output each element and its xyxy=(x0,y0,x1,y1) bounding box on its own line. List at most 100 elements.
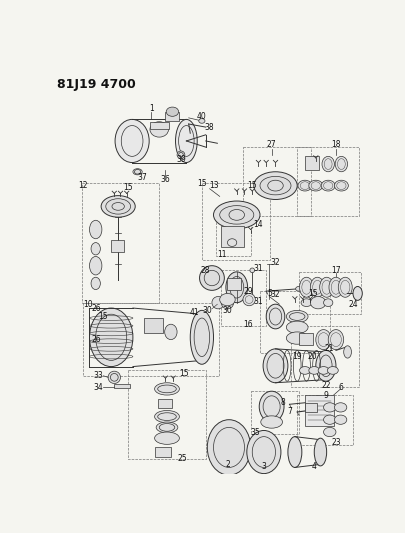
Ellipse shape xyxy=(323,299,332,306)
Ellipse shape xyxy=(327,329,343,350)
Text: 12: 12 xyxy=(79,181,88,190)
Ellipse shape xyxy=(89,220,102,239)
Text: 8: 8 xyxy=(279,398,284,407)
Text: 31: 31 xyxy=(253,297,262,305)
Ellipse shape xyxy=(156,422,177,433)
Ellipse shape xyxy=(308,367,319,374)
Bar xyxy=(304,403,317,412)
Ellipse shape xyxy=(89,308,132,367)
Ellipse shape xyxy=(313,438,326,466)
Bar xyxy=(227,278,241,290)
Ellipse shape xyxy=(334,180,347,191)
Bar xyxy=(111,239,123,252)
Ellipse shape xyxy=(249,299,254,303)
Text: 1: 1 xyxy=(149,104,153,113)
Ellipse shape xyxy=(154,432,179,445)
Ellipse shape xyxy=(308,180,322,191)
Text: 18: 18 xyxy=(330,140,340,149)
Ellipse shape xyxy=(309,296,325,309)
Text: 36: 36 xyxy=(160,175,170,184)
Ellipse shape xyxy=(259,176,290,195)
Text: 11: 11 xyxy=(217,251,226,260)
Ellipse shape xyxy=(266,304,284,329)
Text: 22: 22 xyxy=(320,381,330,390)
Ellipse shape xyxy=(91,243,100,255)
Bar xyxy=(83,303,218,376)
Ellipse shape xyxy=(315,350,335,381)
Text: 40: 40 xyxy=(196,112,206,121)
Text: 15: 15 xyxy=(247,181,256,190)
Bar xyxy=(157,399,171,408)
Ellipse shape xyxy=(299,277,313,297)
Ellipse shape xyxy=(337,277,352,297)
Ellipse shape xyxy=(246,431,280,474)
Ellipse shape xyxy=(320,180,335,191)
Text: 10: 10 xyxy=(83,300,93,309)
Ellipse shape xyxy=(286,321,307,334)
Text: 14: 14 xyxy=(253,220,262,229)
Text: 41: 41 xyxy=(189,308,198,317)
Text: 6: 6 xyxy=(338,383,343,392)
Text: 31: 31 xyxy=(253,263,262,272)
Text: 13: 13 xyxy=(209,181,219,190)
Ellipse shape xyxy=(211,296,224,309)
Text: 5: 5 xyxy=(267,289,272,298)
Ellipse shape xyxy=(318,399,322,403)
Text: 3: 3 xyxy=(261,462,266,471)
Ellipse shape xyxy=(334,415,346,424)
Ellipse shape xyxy=(149,122,168,137)
Text: 35: 35 xyxy=(250,427,260,437)
Ellipse shape xyxy=(301,299,311,306)
Ellipse shape xyxy=(164,324,177,340)
Ellipse shape xyxy=(323,403,335,412)
Ellipse shape xyxy=(89,256,102,275)
Bar xyxy=(259,291,329,353)
Ellipse shape xyxy=(258,391,283,422)
Bar xyxy=(304,156,318,170)
Ellipse shape xyxy=(213,201,259,229)
Ellipse shape xyxy=(91,277,100,289)
Ellipse shape xyxy=(219,294,234,306)
Ellipse shape xyxy=(108,371,120,384)
Bar xyxy=(81,183,159,303)
Ellipse shape xyxy=(175,119,197,163)
Ellipse shape xyxy=(321,156,334,172)
Ellipse shape xyxy=(309,277,324,297)
Text: 4: 4 xyxy=(311,462,316,471)
Ellipse shape xyxy=(318,367,328,374)
Ellipse shape xyxy=(315,329,330,350)
Ellipse shape xyxy=(335,156,347,172)
Text: 23: 23 xyxy=(330,438,340,447)
Text: 29: 29 xyxy=(243,287,253,296)
Text: 15: 15 xyxy=(307,289,317,298)
Bar xyxy=(304,395,334,426)
Bar xyxy=(296,395,352,445)
Text: 32: 32 xyxy=(270,290,279,300)
Text: 34: 34 xyxy=(94,383,103,392)
Text: 15: 15 xyxy=(123,183,133,192)
Bar xyxy=(114,384,130,388)
Text: 32: 32 xyxy=(270,258,279,267)
Bar xyxy=(221,225,244,247)
Ellipse shape xyxy=(299,367,309,374)
Bar xyxy=(290,326,358,387)
Ellipse shape xyxy=(352,287,361,301)
Text: 38: 38 xyxy=(204,123,214,132)
Ellipse shape xyxy=(295,287,301,291)
Ellipse shape xyxy=(287,437,301,467)
Text: 30: 30 xyxy=(202,306,211,315)
Ellipse shape xyxy=(115,119,149,163)
Ellipse shape xyxy=(190,310,213,364)
Bar xyxy=(215,214,250,256)
Bar xyxy=(149,122,168,130)
Bar xyxy=(250,391,298,433)
Ellipse shape xyxy=(199,265,224,290)
Ellipse shape xyxy=(207,419,250,475)
Ellipse shape xyxy=(260,416,282,428)
Bar xyxy=(165,112,179,121)
Text: 26: 26 xyxy=(91,304,100,312)
Bar xyxy=(221,270,266,326)
Text: 28: 28 xyxy=(200,266,210,275)
Ellipse shape xyxy=(154,383,179,395)
Ellipse shape xyxy=(262,349,287,383)
